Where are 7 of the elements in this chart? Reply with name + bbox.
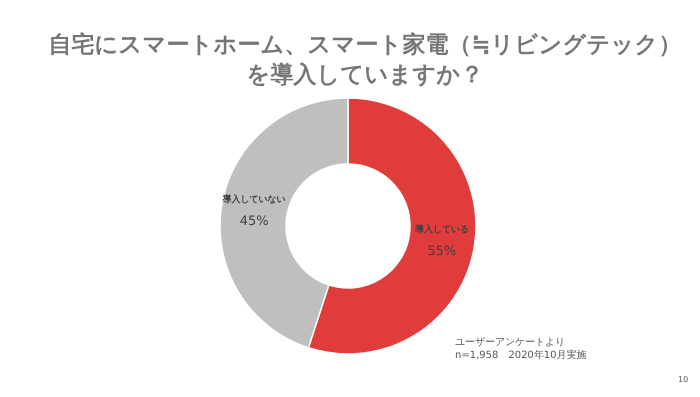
slice-label: 導入している [414, 224, 469, 235]
slice-label: 導入していない [222, 194, 286, 206]
data-label: 55% [427, 244, 456, 259]
text: 10 [678, 375, 688, 384]
data-label: 45% [240, 214, 269, 230]
chart-title: 自宅にスマートホーム、スマート家電（≒リビングテック）を導入していますか？ [48, 31, 682, 88]
text: ユーザーアンケートより n=1,958 2020年10月実施 [455, 337, 587, 361]
